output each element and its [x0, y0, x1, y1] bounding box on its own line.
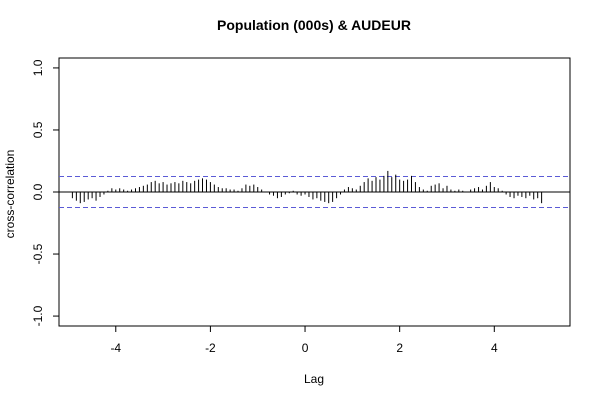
- x-tick-label: -2: [205, 341, 216, 355]
- y-tick-label: 0.0: [31, 183, 45, 200]
- plot-marks: -4 -2 0 2 4 -1.0 -0.5 0.0 0.5 1.0: [31, 59, 570, 355]
- chart-title: Population (000s) & AUDEUR: [217, 17, 411, 33]
- y-tick-label: -1.0: [31, 305, 45, 326]
- x-tick-label: 0: [302, 341, 309, 355]
- y-axis-label: cross-correlation: [3, 150, 17, 239]
- y-tick-label: 1.0: [31, 59, 45, 76]
- x-axis-label: Lag: [304, 372, 324, 386]
- x-tick-label: 2: [396, 341, 403, 355]
- y-tick-label: 0.5: [31, 121, 45, 138]
- y-tick-label: -0.5: [31, 243, 45, 264]
- x-tick-label: 4: [491, 341, 498, 355]
- x-tick-label: -4: [110, 341, 121, 355]
